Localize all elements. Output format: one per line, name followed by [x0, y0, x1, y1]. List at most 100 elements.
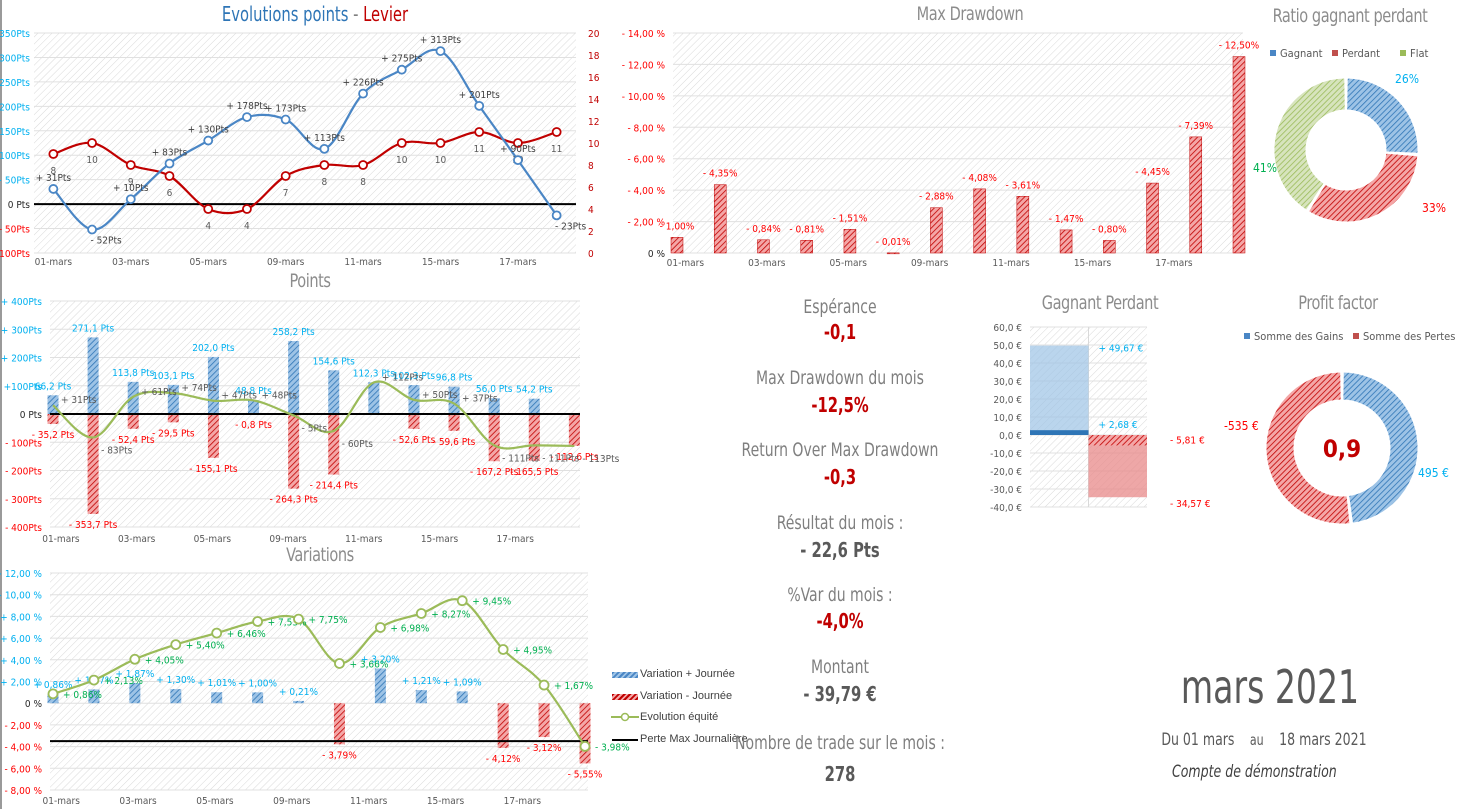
- y-tick-label: +100Pts: [4, 382, 43, 393]
- loss-data-label: - 167,2 Pts: [470, 467, 519, 478]
- x-tick-label: 05-mars: [830, 258, 868, 269]
- legend-evolution-swatch: [611, 712, 639, 722]
- kpi-esperance-value: -0,1: [823, 320, 857, 344]
- variation-plus-label: + 0,86%: [34, 680, 73, 691]
- drawdown-data-label: - 0,84%: [746, 224, 781, 235]
- y-left-tick-label: +350Pts: [0, 29, 30, 40]
- loss-data-label: - 155,1 Pts: [189, 464, 238, 475]
- gain-data-label: 113,8 Pts: [112, 368, 155, 379]
- left-border: [0, 0, 2, 809]
- loss-bar: [568, 414, 580, 446]
- gain-bar: [167, 384, 179, 414]
- y-tick-label: 50,0 €: [993, 341, 1022, 352]
- kpi-montant-label: Montant: [810, 656, 870, 678]
- date-to: 18 mars 2021: [1279, 730, 1367, 750]
- legend-evolution-equite: Evolution équité: [640, 711, 719, 723]
- y-right-tick-label: 8: [588, 161, 594, 172]
- loss-data-label: - 52,6 Pts: [393, 435, 436, 446]
- gain-data-label: 66,2 Pts: [35, 381, 72, 392]
- variation-minus-label: - 5,55%: [568, 769, 603, 780]
- levier-data-label: 7: [283, 188, 289, 199]
- variation-plus-bar: [129, 682, 141, 704]
- cumul-data-label: + 112Pts: [382, 372, 424, 383]
- points-data-label: + 113Pts: [304, 133, 346, 144]
- kpi-trades-label: Nombre de trade sur le mois :: [735, 732, 945, 754]
- points-marker: [474, 100, 485, 111]
- legend-perte-max-swatch: [612, 739, 638, 741]
- y-tick-label: - 12,00 %: [622, 60, 666, 71]
- variation-plus-label: + 1,21%: [402, 676, 441, 687]
- drawdown-bar: [1232, 56, 1246, 254]
- variation-minus-bar: [333, 703, 345, 745]
- y-tick-label: + 2,00 %: [0, 678, 42, 689]
- levier-data-label: 8: [321, 177, 327, 188]
- y-tick-label: - 200Pts: [5, 467, 42, 478]
- y-tick-label: -10,0 €: [990, 449, 1022, 460]
- y-tick-label: - 300Pts: [5, 495, 42, 506]
- levier-marker: [48, 149, 59, 159]
- y-tick-label: - 2,00 %: [627, 218, 665, 229]
- y-tick-label: - 8,00 %: [627, 123, 665, 134]
- equity-data-label: + 0,86%: [63, 690, 102, 701]
- levier-marker: [513, 138, 523, 148]
- gagnant-perdant-chart: -40,0 € -30,0 € -20,0 € -10,0 € 0,0 € 10,0 € 2…: [990, 323, 1211, 514]
- max-drawdown-title: Max Drawdown: [916, 3, 1024, 25]
- legend-label: Perdant: [1342, 47, 1380, 60]
- legend-variation-minus: Variation - Journée: [640, 690, 733, 702]
- equity-data-label: + 7,53%: [268, 617, 307, 628]
- variation-plus-bar: [415, 690, 427, 704]
- x-tick-label: 15-mars: [1074, 258, 1112, 269]
- legend-swatch: [1270, 50, 1276, 56]
- y-left-tick-label: +100Pts: [0, 151, 30, 162]
- cumul-data-label: + 47Pts: [221, 391, 257, 402]
- levier-marker: [319, 160, 330, 170]
- x-tick-label: 05-mars: [194, 534, 232, 545]
- gain-data-label: 54,2 Pts: [516, 385, 553, 396]
- equity-marker: [129, 653, 141, 665]
- drawdown-data-label: - 0,01%: [876, 237, 911, 248]
- drawdown-bar: [973, 188, 986, 254]
- points-data-label: + 130Pts: [188, 125, 230, 136]
- equity-marker: [538, 679, 550, 691]
- legend-label-pertes: Somme des Pertes: [1363, 330, 1455, 343]
- kpi-romad-label: Return Over Max Drawdown: [741, 439, 939, 461]
- cumul-data-label: - 111Pts: [542, 453, 579, 464]
- slice-flat: [1273, 77, 1346, 211]
- gain-bar: [448, 386, 460, 414]
- levier-marker: [551, 127, 562, 137]
- profit-factor-title: Profit factor: [1298, 292, 1378, 314]
- equity-marker: [211, 627, 223, 639]
- kpi-resultat-label: Résultat du mois :: [776, 512, 904, 534]
- x-tick-label: 15-mars: [421, 534, 459, 545]
- variation-minus-label: - 3,79%: [322, 750, 357, 761]
- points-marker: [435, 46, 446, 56]
- gain-bar: [368, 382, 380, 414]
- equity-marker: [415, 608, 427, 619]
- date-sep: au: [1249, 731, 1264, 749]
- variation-plus-label: + 1,30%: [156, 675, 195, 686]
- equity-data-label: + 6,98%: [390, 623, 429, 634]
- variation-plus-label: + 1,00%: [238, 678, 277, 689]
- drawdown-data-label: - 12,50%: [1219, 41, 1260, 52]
- kpi-resultat-value: - 22,6 Pts: [800, 538, 880, 562]
- points-data-label: + 178Pts: [226, 101, 268, 112]
- gain-data-label: 48,8 Pts: [235, 386, 272, 397]
- equity-marker: [374, 622, 386, 633]
- variation-minus-bar: [538, 703, 550, 738]
- gain-bar: [488, 398, 500, 414]
- cumul-data-label: + 37Pts: [462, 394, 498, 405]
- equity-marker: [293, 613, 304, 625]
- levier-marker: [203, 204, 214, 214]
- points-data-label: + 313Pts: [420, 35, 462, 46]
- gain-bar: [248, 400, 260, 414]
- y-left-tick-label: + 50Pts: [0, 176, 30, 187]
- equity-marker: [47, 688, 59, 700]
- cumul-data-label: + 74Pts: [181, 383, 217, 394]
- loss-bar: [167, 414, 179, 423]
- y-tick-label: + 12,00 %: [0, 569, 42, 580]
- loss-data-label: - 29,5 Pts: [152, 428, 195, 439]
- y-tick-label: 30,0 €: [993, 377, 1022, 388]
- gain-data-label: 202,0 Pts: [192, 343, 235, 354]
- points-data-label: - 23Pts: [555, 221, 586, 232]
- levier-marker: [280, 171, 291, 181]
